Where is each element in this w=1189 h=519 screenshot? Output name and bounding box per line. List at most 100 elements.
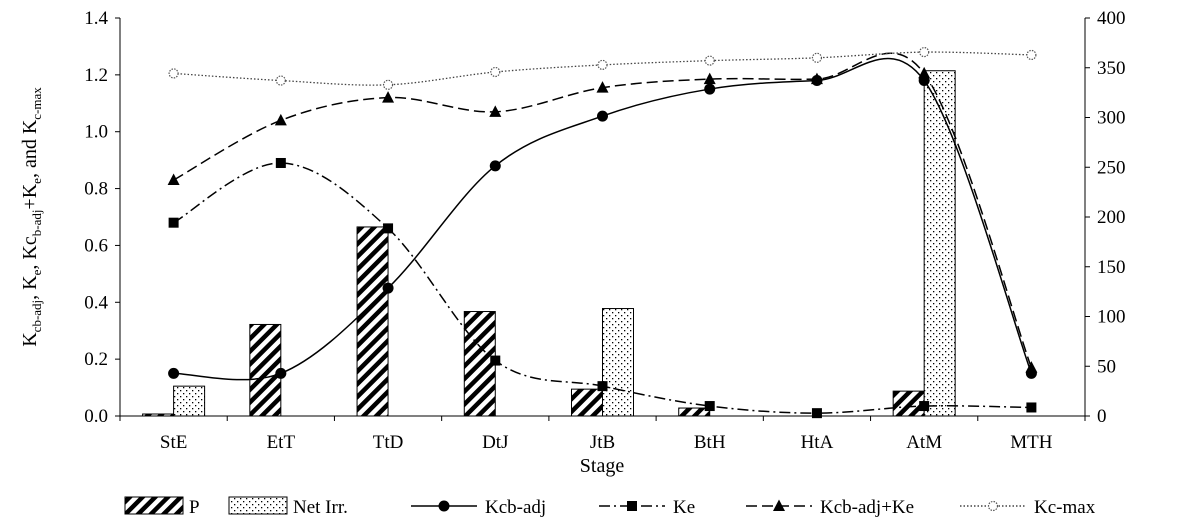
ylabel-part: , Kc (19, 236, 41, 269)
x-tick-label: EtT (267, 432, 296, 453)
ylabel-subscript: e (29, 178, 44, 184)
x-tick-label: StE (160, 432, 187, 453)
bar-net-irr (173, 385, 206, 417)
point-kc-max (811, 52, 823, 63)
x-tick-label: TtD (373, 432, 404, 453)
ylabel-subscript: cb-adj (29, 300, 44, 332)
point-kcb-adj (382, 282, 394, 294)
y-axis-title-left: Kcb-adj, Ke, Kcb-adj+Ke, and Kc-max (19, 87, 44, 347)
point-kcb-adj (489, 160, 501, 172)
ylabel-subscript: e (29, 269, 44, 275)
legend-item-ke: Ke (599, 497, 695, 518)
legend-item-kcb-adj-ke: Kcb-adj+Ke (746, 497, 914, 518)
point-kc-max (597, 59, 608, 71)
point-ke (1026, 402, 1037, 413)
left-tick-label: 1.0 (84, 122, 108, 143)
legend-marker (987, 500, 999, 512)
right-tick-label: 300 (1097, 108, 1126, 129)
point-kcb-adj-ke (703, 72, 716, 85)
point-kcb-adj-ke (918, 66, 931, 79)
right-tick-label: 350 (1097, 58, 1126, 79)
right-tick-label: 400 (1097, 8, 1126, 29)
point-kc-max (704, 55, 715, 66)
point-kc-max (275, 75, 286, 86)
bar-p (463, 311, 496, 417)
x-axis-title: Stage (580, 455, 625, 477)
markers-layer (167, 47, 1038, 419)
legend-marker (627, 501, 637, 511)
x-tick-label: BtH (694, 432, 726, 453)
ylabel-subscript: b-adj (29, 210, 44, 237)
left-tick-label: 0.6 (84, 235, 108, 256)
right-tick-label: 50 (1097, 356, 1116, 377)
bar-p (571, 388, 603, 417)
left-tick-label: 0.2 (84, 349, 108, 370)
bar-p (356, 226, 389, 417)
ticks-layer: 0.0 0.2 0.4 0.6 0.8 1.0 1.2 1.4 0 50 100 150 200 250 3… (84, 8, 1125, 453)
point-ke (811, 408, 822, 419)
legend-item-kc-max: Kc-max (960, 497, 1096, 518)
x-tick-label: HtA (801, 432, 834, 453)
point-ke (704, 401, 715, 412)
point-ke (383, 223, 394, 234)
left-tick-label: 1.2 (84, 65, 108, 86)
x-tick-label: DtJ (482, 432, 508, 453)
bar-p (249, 323, 282, 417)
point-kcb-adj-ke (167, 173, 180, 186)
bar-net-irr (923, 70, 956, 417)
point-kcb-adj-ke (596, 81, 609, 93)
left-tick-label: 0.8 (84, 179, 108, 200)
bar-p (678, 407, 711, 417)
legend-item-p: P (124, 496, 200, 518)
left-tick-label: 0.4 (84, 292, 108, 313)
point-kc-max (490, 66, 501, 78)
point-kc-max (168, 68, 179, 79)
x-tick-label: JtB (590, 432, 615, 453)
x-tick-label: AtM (906, 432, 942, 453)
legend-label: Kc-max (1034, 497, 1096, 518)
point-kcb-adj (704, 83, 716, 95)
point-kc-max (1026, 49, 1037, 61)
ylabel-part: , and K (19, 119, 41, 178)
left-tick-label: 1.4 (84, 8, 108, 29)
right-tick-label: 150 (1097, 257, 1126, 278)
right-tick-label: 0 (1097, 406, 1107, 427)
bar-net-irr (602, 308, 634, 417)
ylabel-part: K (19, 332, 41, 347)
point-ke (919, 401, 930, 412)
legend-swatch (124, 496, 184, 515)
legend-label: P (189, 497, 200, 518)
x-tick-label: MTH (1010, 432, 1053, 453)
ylabel-subscript: c-max (29, 87, 44, 120)
legend-label: Kcb-adj+Ke (820, 497, 914, 518)
legend-label: Kcb-adj (485, 497, 546, 518)
point-kcb-adj-ke (382, 91, 395, 103)
legend: P Net Irr. Kcb-adj Ke Kcb-adj+Ke Kc-max (124, 496, 1096, 518)
right-tick-label: 100 (1097, 307, 1126, 328)
legend-marker (438, 500, 450, 512)
point-kcb-adj (597, 110, 608, 122)
point-ke (490, 355, 501, 366)
point-kcb-adj-ke (1025, 361, 1038, 373)
ylabel-part: , K (19, 275, 41, 300)
point-kcb-adj (275, 367, 287, 379)
point-ke (275, 157, 286, 168)
bar-p (142, 413, 175, 417)
legend-marker (773, 499, 785, 511)
line-ke (173, 162, 1032, 414)
bars-layer (142, 70, 956, 417)
ylabel-part: +K (19, 183, 41, 209)
legend-item-kcb-adj: Kcb-adj (411, 497, 546, 518)
point-ke (597, 381, 608, 392)
point-kcb-adj-ke (810, 72, 823, 85)
legend-label: Ke (673, 497, 695, 518)
point-ke (168, 217, 179, 228)
point-kc-max (382, 79, 394, 90)
left-tick-label: 0.0 (84, 406, 108, 427)
line-kc-max (173, 51, 1032, 86)
point-kc-max (919, 47, 930, 58)
right-tick-label: 250 (1097, 157, 1126, 178)
right-tick-label: 200 (1097, 207, 1126, 228)
point-kcb-adj-ke (274, 113, 287, 126)
